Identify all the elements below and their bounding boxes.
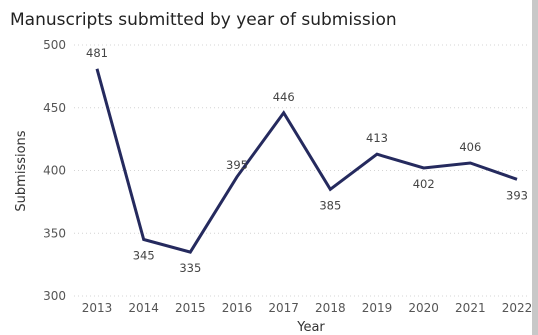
x-tick-label: 2019 [362, 301, 393, 315]
x-tick-label: 2018 [315, 301, 346, 315]
data-label: 481 [86, 46, 108, 60]
x-axis-ticks: 2013 2014 2015 2016 2017 2018 2019 2020 2021 2022 [82, 301, 532, 315]
y-tick-label: 350 [43, 226, 66, 240]
data-label: 446 [273, 90, 295, 104]
data-label: 393 [506, 188, 528, 202]
y-tick-label: 450 [43, 101, 66, 115]
data-label: 335 [179, 261, 201, 275]
data-label: 345 [133, 249, 155, 263]
x-tick-label: 2021 [455, 301, 486, 315]
series-line [95, 68, 518, 254]
data-label: 406 [459, 140, 481, 154]
y-tick-label: 400 [43, 164, 66, 178]
x-axis-label: Year [296, 320, 325, 335]
x-tick-label: 2016 [222, 301, 253, 315]
x-tick-label: 2015 [175, 301, 206, 315]
data-label: 402 [413, 177, 435, 191]
y-tick-label: 300 [43, 289, 66, 303]
data-label: 385 [319, 198, 341, 212]
chart-title: Manuscripts submitted by year of submiss… [10, 10, 397, 30]
data-labels: 481 345 335 395 446 385 413 402 406 393 [86, 46, 528, 275]
x-tick-label: 2017 [268, 301, 299, 315]
x-tick-label: 2022 [502, 301, 532, 315]
data-label: 413 [366, 131, 388, 145]
y-axis-label: Submissions [14, 130, 29, 211]
data-label: 395 [226, 158, 248, 172]
x-tick-label: 2013 [82, 301, 113, 315]
x-tick-label: 2014 [128, 301, 159, 315]
y-tick-label: 500 [43, 38, 66, 52]
series-line-group [95, 68, 518, 254]
x-tick-label: 2020 [408, 301, 439, 315]
y-axis-ticks: 300 350 400 450 500 [43, 38, 66, 303]
